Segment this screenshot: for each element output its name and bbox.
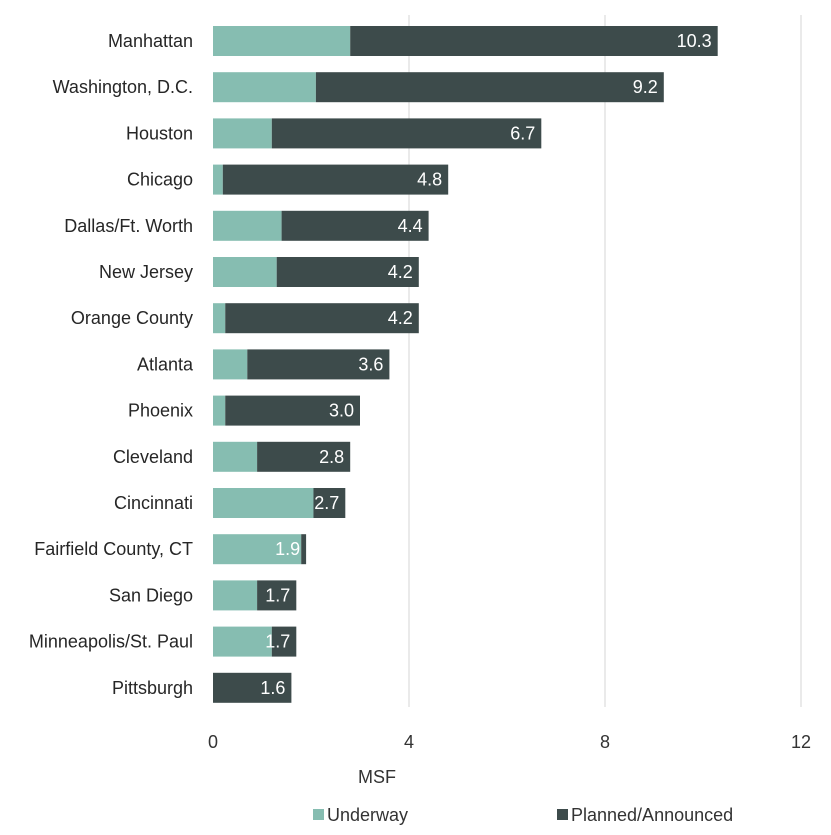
x-tick-label: 12	[791, 732, 811, 752]
x-axis-title: MSF	[358, 767, 396, 787]
bar-segment-underway	[213, 349, 248, 380]
bar-segment-planned	[350, 26, 718, 56]
category-label: Houston	[126, 123, 193, 143]
bar-segment-underway	[213, 72, 316, 103]
bar-segment-underway	[213, 488, 314, 518]
bar-segment-underway	[213, 395, 226, 426]
bar-segment-planned	[213, 672, 292, 703]
value-label: 3.6	[358, 354, 383, 374]
x-tick-label: 4	[404, 732, 414, 752]
value-label: 4.2	[388, 308, 413, 328]
category-label: San Diego	[109, 585, 193, 605]
category-label: Atlanta	[137, 354, 194, 374]
bar-segment-planned	[257, 580, 297, 611]
value-label: 1.9	[275, 539, 300, 559]
value-label: 2.7	[314, 493, 339, 513]
bar-segment-underway	[213, 257, 277, 287]
bar-segment-planned	[281, 210, 429, 241]
legend-swatch-underway	[313, 809, 324, 820]
category-label: Phoenix	[128, 401, 193, 421]
category-label: Cleveland	[113, 447, 193, 467]
category-label: Cincinnati	[114, 493, 193, 513]
category-label: Washington, D.C.	[53, 77, 193, 97]
x-tick-labels: 0 4 8 12	[208, 732, 811, 752]
bar-segment-underway	[213, 118, 272, 149]
value-label: 1.7	[265, 632, 290, 652]
bars: 10.3 9.2 6.7 4.8 4.4 4.2 4.2 3.6 3.0 2.8 2.7 1.9 1.7…	[213, 26, 718, 703]
value-label: 1.6	[260, 678, 285, 698]
category-label: Dallas/Ft. Worth	[64, 216, 193, 236]
category-labels: Manhattan Washington, D.C. Houston Chicago D…	[29, 31, 194, 698]
value-label: 3.0	[329, 401, 354, 421]
legend: Underway Planned/Announced	[313, 805, 733, 825]
legend-label-underway: Underway	[327, 805, 408, 825]
bar-segment-planned	[225, 303, 419, 334]
bar-segment-underway	[213, 441, 258, 472]
value-label: 10.3	[677, 31, 712, 51]
category-label: Fairfield County, CT	[34, 539, 193, 559]
value-label: 4.8	[417, 170, 442, 190]
value-label: 2.8	[319, 447, 344, 467]
bar-segment-underway	[213, 164, 223, 195]
bar-segment-planned	[225, 395, 360, 426]
value-label: 4.4	[398, 216, 423, 236]
value-label: 4.2	[388, 262, 413, 282]
category-label: Minneapolis/St. Paul	[29, 632, 193, 652]
x-tick-label: 8	[600, 732, 610, 752]
category-label: Manhattan	[108, 31, 193, 51]
bar-segment-planned	[276, 257, 419, 287]
bar-segment-planned	[271, 118, 542, 149]
bar-segment-planned	[315, 72, 664, 103]
category-label: New Jersey	[99, 262, 193, 282]
bar-segment-planned	[222, 164, 449, 195]
bar-segment-underway	[213, 303, 226, 334]
category-label: Pittsburgh	[112, 678, 193, 698]
bar-segment-underway	[213, 210, 282, 241]
legend-label-planned: Planned/Announced	[571, 805, 733, 825]
category-label: Chicago	[127, 170, 193, 190]
bar-segment-underway	[213, 534, 302, 565]
x-tick-label: 0	[208, 732, 218, 752]
bar-segment-underway	[213, 26, 351, 56]
bar-segment-planned	[313, 488, 346, 518]
bar-segment-planned	[247, 349, 390, 380]
value-label: 6.7	[510, 123, 535, 143]
category-label: Orange County	[71, 308, 193, 328]
value-label: 9.2	[633, 77, 658, 97]
bar-segment-underway	[213, 626, 272, 657]
legend-swatch-planned	[557, 809, 568, 820]
bar-segment-planned	[271, 626, 297, 657]
bar-segment-planned	[257, 441, 351, 472]
value-label: 1.7	[265, 585, 290, 605]
bar-segment-underway	[213, 580, 258, 611]
bar-segment-planned	[301, 534, 307, 565]
